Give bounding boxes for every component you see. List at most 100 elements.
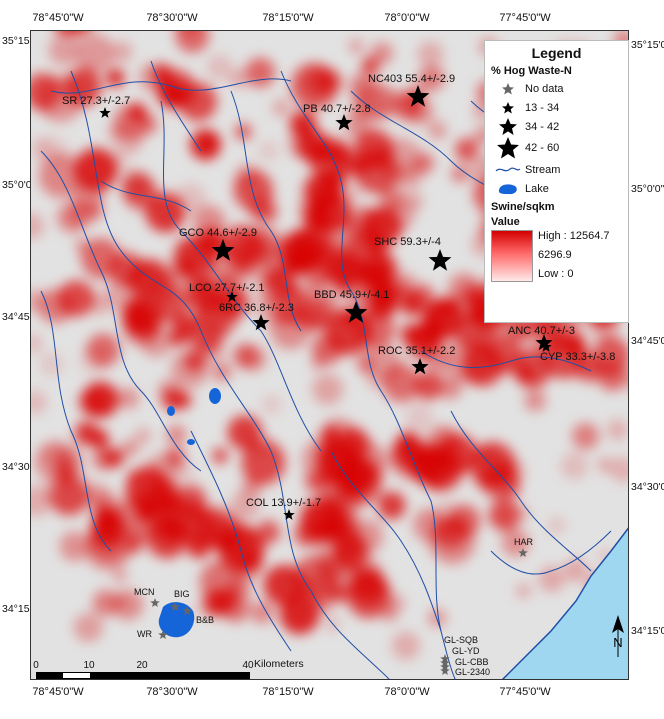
density-blob: [348, 519, 384, 554]
ramp-high-label: High : 12564.7: [538, 230, 610, 242]
site-label: NC403 55.4+/-2.9: [368, 73, 456, 85]
density-blob: [256, 520, 281, 545]
density-blob: [315, 262, 335, 282]
north-arrow-icon: N: [612, 615, 624, 657]
density-blob: [516, 583, 531, 599]
density-blob: [316, 550, 347, 581]
site-label: GCO 44.6+/-2.9: [179, 227, 257, 239]
density-blob: [348, 38, 364, 54]
site-label: GL-SQB: [444, 635, 479, 645]
density-blob: [421, 297, 464, 340]
density-blob: [122, 291, 139, 309]
density-blob: [312, 592, 333, 613]
density-blob: [175, 31, 210, 53]
ramp-mid-label: 6296.9: [538, 249, 572, 261]
density-blob: [178, 239, 209, 271]
density-blob: [73, 612, 103, 643]
lat-tick-right: 34°15'0"N: [631, 625, 664, 637]
density-blob: [518, 365, 535, 382]
legend-row-stream: Stream: [491, 160, 622, 179]
lon-tick-top: 78°45'0"W: [32, 12, 84, 24]
lat-tick-left: 35°15'0"N: [2, 35, 49, 47]
stream: [40, 290, 112, 552]
density-blob: [414, 371, 443, 400]
site-label: BBD 45.9+/-4.1: [314, 289, 390, 301]
density-blob: [392, 438, 424, 469]
density-blob: [610, 456, 628, 483]
density-blob: [347, 156, 368, 177]
density-blob: [304, 471, 326, 493]
density-blob: [328, 510, 343, 525]
density-blob: [289, 225, 334, 270]
legend-swine-header: Swine/sqkm: [491, 201, 555, 213]
color-ramp-swatch: [491, 230, 533, 282]
density-blob: [289, 110, 317, 138]
site-markers: [99, 85, 553, 675]
stream: [450, 410, 592, 572]
density-blob: [111, 41, 133, 63]
density-blob: [597, 456, 614, 473]
density-blob: [395, 161, 424, 190]
density-blob: [57, 280, 95, 317]
density-blob: [524, 389, 546, 412]
density-blob: [346, 573, 392, 619]
site-label: GL-YD: [452, 646, 480, 656]
site-label: SR 27.3+/-2.7: [62, 95, 131, 107]
density-blob: [367, 376, 380, 389]
density-blob: [31, 485, 51, 517]
density-blob: [48, 35, 79, 66]
density-blob: [54, 31, 69, 40]
density-blob: [477, 446, 497, 467]
density-blob: [389, 595, 405, 612]
stream: [280, 70, 456, 679]
density-blob: [400, 323, 423, 346]
density-blob: [138, 63, 167, 92]
lon-tick-top: 78°30'0"W: [146, 12, 198, 24]
stream: [40, 150, 202, 472]
density-blob: [74, 421, 99, 446]
legend-class-label: No data: [525, 82, 564, 95]
site-marker-cyp: [540, 341, 552, 352]
density-blob: [162, 88, 182, 108]
site-marker-har: [518, 548, 528, 557]
density-blob: [182, 493, 202, 513]
lat-tick-right: 34°30'0"N: [631, 481, 664, 493]
density-blob: [112, 568, 128, 583]
density-blob: [354, 307, 397, 350]
legend-class-label: 34 - 42: [525, 120, 560, 133]
lat-tick-left: 34°15'0"N: [2, 603, 49, 615]
density-blob: [258, 140, 279, 161]
site-label: COL 13.9+/-1.7: [246, 497, 322, 509]
lon-tick-bottom: 77°45'0"W: [499, 686, 551, 698]
density-blob: [198, 337, 225, 364]
map-canvas[interactable]: [30, 30, 629, 680]
site-label: SHC 59.3+/-4: [374, 236, 441, 248]
density-blob: [325, 495, 344, 513]
density-blob: [401, 191, 423, 213]
stream: [230, 90, 302, 332]
scale-tick: 0: [33, 660, 39, 671]
density-blob: [383, 607, 398, 622]
density-blob: [92, 589, 119, 617]
density-blob: [234, 123, 252, 141]
site-label: GL-CBB: [455, 657, 489, 667]
swine-density-layer: [31, 31, 628, 660]
density-blob: [624, 371, 628, 388]
site-label: BIG: [174, 589, 190, 599]
scale-unit: Kilometers: [254, 658, 304, 670]
density-blob: [86, 523, 124, 561]
lat-tick-right: 34°45'0"N: [631, 335, 664, 347]
stream: [420, 350, 592, 372]
legend-class-label: 13 - 34: [525, 101, 560, 114]
site-marker-col: [283, 509, 295, 520]
lon-tick-bottom: 78°0'0"W: [384, 686, 430, 698]
density-blob: [347, 73, 372, 99]
stream: [490, 530, 612, 575]
site-label: GL-2340: [455, 667, 491, 677]
density-blob: [121, 439, 139, 457]
site-marker-shc: [428, 249, 452, 271]
density-blob: [127, 469, 142, 484]
density-blob: [423, 343, 453, 373]
density-blob: [124, 534, 144, 554]
density-blob: [166, 425, 186, 445]
